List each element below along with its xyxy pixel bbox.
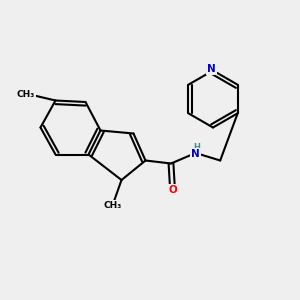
Text: O: O xyxy=(168,185,177,196)
Text: CH₃: CH₃ xyxy=(103,201,122,210)
Text: N: N xyxy=(207,64,216,74)
Text: CH₃: CH₃ xyxy=(16,90,34,99)
Text: H: H xyxy=(194,143,200,152)
Text: N: N xyxy=(191,149,200,160)
